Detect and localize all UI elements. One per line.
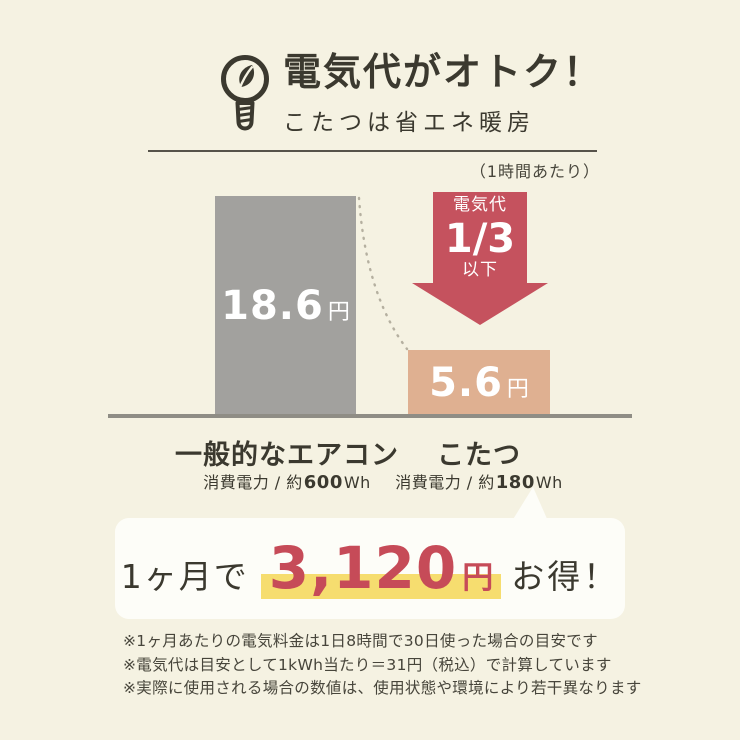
- footnote-3: ※実際に使用される場合の数値は、使用状態や環境により若干異なります: [123, 679, 642, 697]
- savings-suffix: お得！: [511, 556, 620, 596]
- footnote-1: ※1ヶ月あたりの電気料金は1日8時間で30日使った場合の目安です: [123, 632, 598, 650]
- footnote-2: ※電気代は目安として1kWh当たり＝31円（税込）で計算しています: [123, 655, 612, 674]
- aircon-cost-number: 18.6: [221, 282, 324, 329]
- aircon-bar: 18.6 円: [215, 196, 356, 415]
- savings-statement: 1ヶ月で 3,120 円 お得！: [120, 533, 620, 602]
- kotatsu-category-label: こたつ: [437, 440, 521, 471]
- savings-amount-unit: 円: [462, 559, 494, 596]
- kotatsu-power-prefix: 消費電力 / 約: [395, 473, 495, 492]
- dotted-guide-line: [357, 196, 409, 351]
- axis-baseline: [108, 414, 632, 418]
- savings-bubble: 1ヶ月で 3,120 円 お得！: [115, 518, 625, 619]
- footnotes: ※1ヶ月あたりの電気料金は1日8時間で30日使った場合の目安です ※電気代は目安…: [123, 630, 642, 701]
- arrow-caption-bottom: 以下: [462, 260, 498, 280]
- eco-lightbulb-icon: [221, 55, 269, 131]
- kotatsu-cost-unit: 円: [506, 376, 529, 402]
- kotatsu-cost-number: 5.6: [429, 359, 503, 406]
- arrow-caption: 電気代 1/3 以下: [433, 194, 527, 282]
- savings-amount-highlight: 3,120 円: [260, 533, 502, 602]
- kotatsu-power-suffix: Wh: [535, 473, 563, 492]
- savings-prefix: 1ヶ月で: [120, 556, 249, 596]
- kotatsu-bar-value: 5.6 円: [429, 360, 529, 406]
- header: 電気代がオトク！ こたつは省エネ暖房: [283, 50, 603, 137]
- arrow-caption-top: 電気代: [453, 195, 507, 215]
- kotatsu-power-label: 消費電力 / 約 180 Wh: [395, 469, 563, 493]
- aircon-power-suffix: Wh: [343, 473, 371, 492]
- aircon-cost-unit: 円: [327, 299, 350, 325]
- page-title: 電気代がオトク！: [283, 50, 604, 94]
- kotatsu-power-value: 180: [495, 472, 535, 493]
- page-subtitle: こたつは省エネ暖房: [283, 109, 535, 136]
- aircon-power-label: 消費電力 / 約 600 Wh: [203, 469, 371, 493]
- header-divider: [148, 150, 597, 152]
- kotatsu-bar: 5.6 円: [408, 350, 550, 415]
- aircon-category-label: 一般的なエアコン: [175, 440, 399, 471]
- aircon-power-value: 600: [303, 472, 343, 493]
- aircon-power-prefix: 消費電力 / 約: [203, 473, 303, 492]
- per-hour-note: （1時間あたり）: [469, 162, 600, 181]
- savings-amount: 3,120: [268, 533, 458, 602]
- aircon-bar-value: 18.6 円: [221, 283, 350, 329]
- arrow-caption-fraction: 1/3: [444, 216, 516, 262]
